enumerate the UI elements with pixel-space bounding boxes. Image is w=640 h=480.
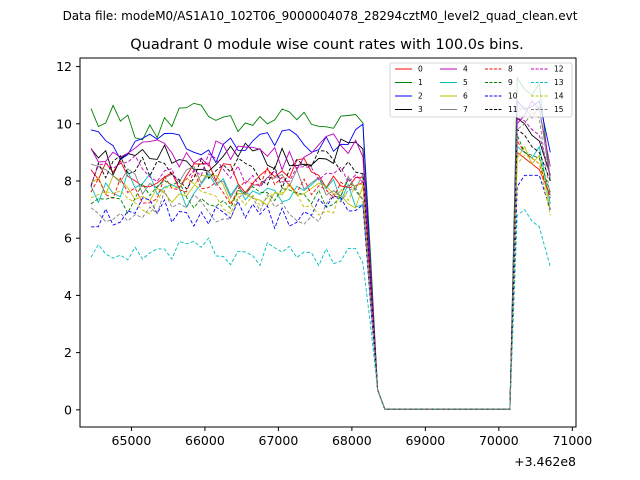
series-line: [90, 99, 551, 410]
y-tick-label: 4: [64, 288, 72, 303]
legend-label: 0: [418, 65, 423, 74]
legend-label: 6: [463, 92, 468, 101]
x-tick-label: 65000: [112, 433, 152, 448]
x-tick-label: 67000: [259, 433, 299, 448]
y-tick-label: 2: [64, 345, 72, 360]
legend-label: 14: [554, 92, 564, 101]
y-tick-label: 12: [56, 59, 72, 74]
legend-label: 2: [418, 92, 423, 101]
series-line: [90, 174, 551, 410]
legend-label: 9: [508, 78, 513, 87]
legend-label: 7: [463, 105, 468, 114]
legend-box: [389, 62, 573, 118]
legend-label: 3: [418, 105, 423, 114]
chart-suptitle: Data file: modeM0/AS1A10_102T06_90000040…: [63, 9, 578, 23]
x-tick-label: 71000: [552, 433, 592, 448]
legend-label: 1: [418, 78, 423, 87]
series-line: [90, 135, 551, 410]
chart-title: Quadrant 0 module wise count rates with …: [130, 37, 524, 53]
x-tick-label: 70000: [479, 433, 519, 448]
y-axis: 0 2 4 6 8 10 12: [56, 59, 80, 417]
legend-label: 11: [508, 105, 518, 114]
y-tick-label: 6: [64, 231, 72, 246]
y-tick-label: 8: [64, 174, 72, 189]
x-tick-label: 68000: [332, 433, 372, 448]
series-line: [90, 105, 551, 410]
legend-label: 13: [554, 78, 564, 87]
y-tick-label: 10: [56, 116, 72, 131]
legend-label: 15: [554, 105, 564, 114]
series-line: [90, 76, 551, 410]
legend-label: 8: [508, 65, 513, 74]
x-offset-label: +3.462e8: [514, 454, 576, 469]
series-line: [90, 128, 551, 410]
plot-frame: [79, 57, 577, 428]
series-line: [90, 111, 551, 410]
x-tick-label: 66000: [185, 433, 225, 448]
series-line: [90, 139, 551, 410]
legend-label: 4: [463, 65, 468, 74]
legend-label: 5: [463, 78, 468, 87]
series-line: [90, 208, 551, 410]
series-line: [90, 145, 551, 410]
series-layer: [90, 76, 551, 410]
legend-label: 10: [508, 92, 518, 101]
legend-label: 12: [554, 65, 564, 74]
x-tick-label: 69000: [405, 433, 445, 448]
series-line: [90, 145, 551, 410]
x-axis: 65000 66000 67000 68000 69000 70000 71000: [112, 427, 592, 448]
y-tick-label: 0: [64, 402, 72, 417]
